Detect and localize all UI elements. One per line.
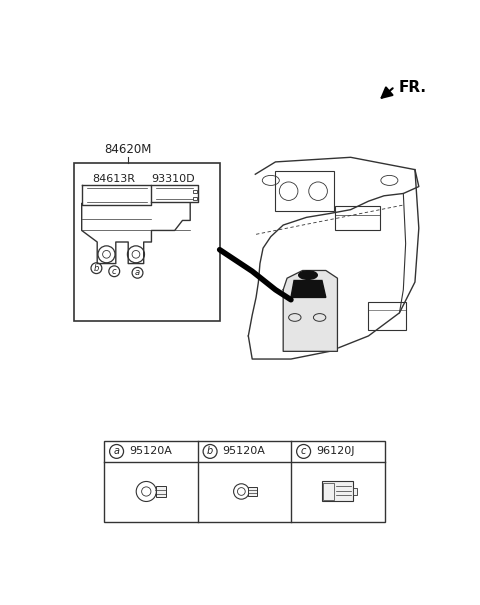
Bar [369,302,406,330]
Polygon shape [291,281,326,298]
Text: a: a [114,446,120,456]
Text: 93310D: 93310D [152,174,195,185]
Bar [323,483,334,500]
Bar [323,482,353,502]
Text: a: a [135,268,140,277]
Text: b: b [207,446,213,456]
Ellipse shape [299,271,317,280]
Text: 84620M: 84620M [105,143,152,155]
Bar [156,486,166,497]
Text: 96120J: 96120J [316,446,355,456]
Bar [353,488,357,494]
Bar [193,197,197,200]
Bar [335,206,380,231]
Bar [248,487,257,496]
Text: FR.: FR. [399,80,427,96]
Text: 84613R: 84613R [93,174,135,185]
Text: c: c [112,267,117,276]
Polygon shape [283,270,337,352]
Bar [276,171,334,211]
Text: c: c [301,446,306,456]
Bar [74,163,220,321]
Bar [104,440,385,522]
Text: 95120A: 95120A [129,446,172,456]
Text: b: b [94,264,99,273]
Bar [193,189,197,193]
Text: 95120A: 95120A [223,446,265,456]
